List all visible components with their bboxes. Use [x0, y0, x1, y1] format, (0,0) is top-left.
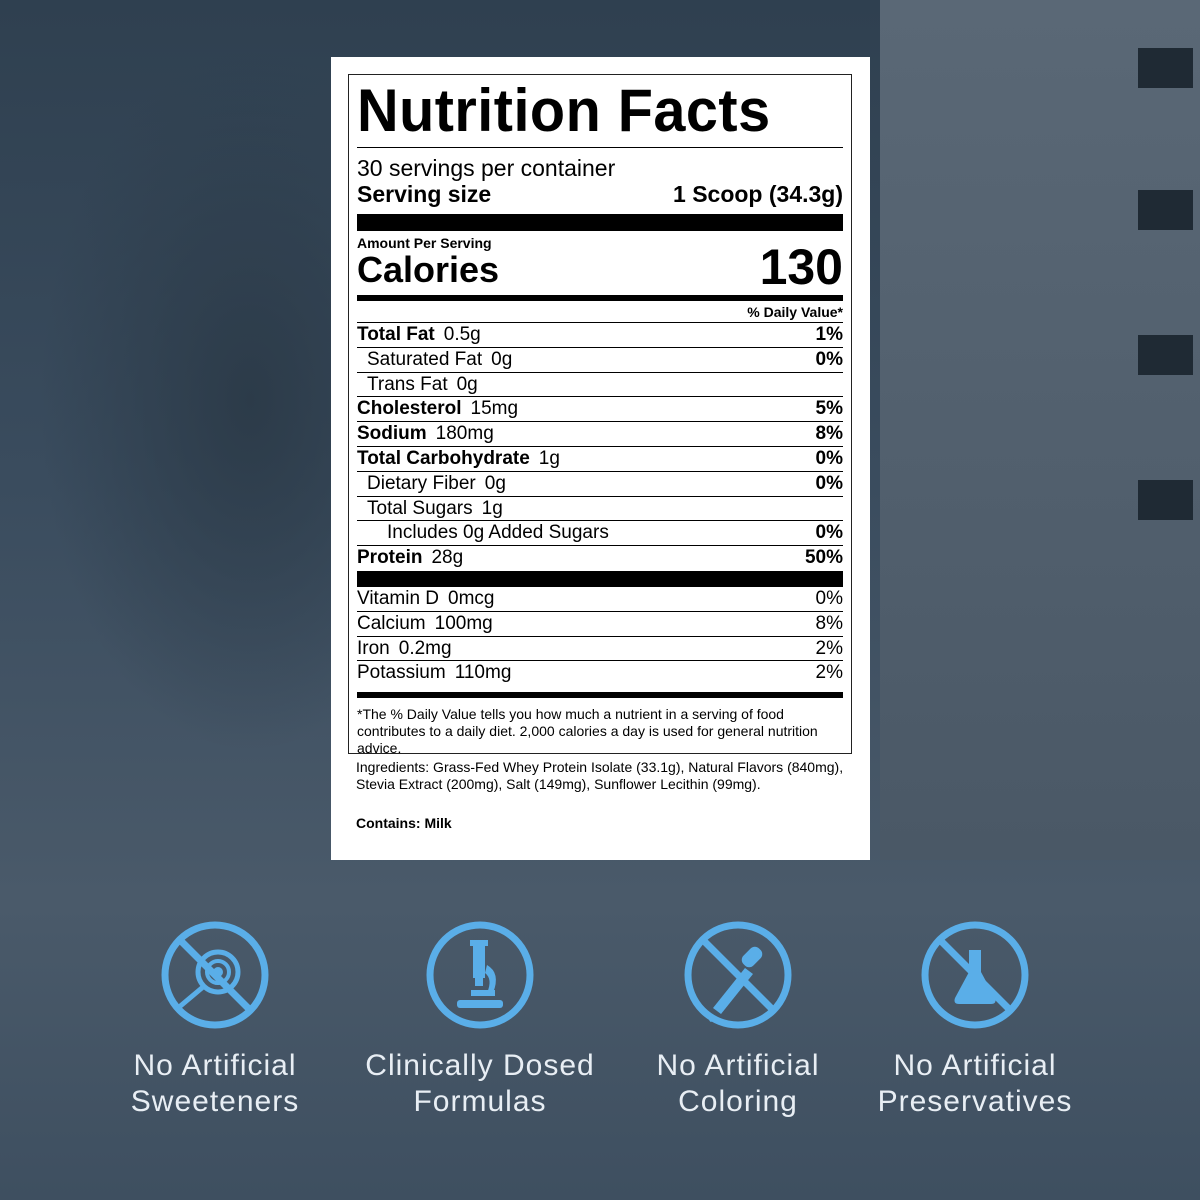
nutrient-daily-value: 0%: [815, 472, 843, 494]
vitamin-name: Potassium: [357, 662, 446, 684]
vitamin-row: Iron 0.2mg 2%: [357, 637, 843, 662]
nutrient-amount: 0g: [491, 348, 513, 370]
vitamin-name: Calcium: [357, 612, 426, 634]
label-title: Nutrition Facts: [357, 77, 771, 144]
serving-size-value: 1 Scoop (34.3g): [673, 181, 843, 207]
vitamin-daily-value: 0%: [815, 587, 843, 609]
vitamin-name: Iron: [357, 637, 390, 659]
nutrient-amount: 0.5g: [443, 324, 481, 345]
no-sweetener-icon: [161, 921, 269, 1029]
no-dropper-icon: [684, 921, 792, 1029]
vitamin-amount: 100mg: [434, 612, 493, 634]
nutrient-name: Saturated Fat: [367, 348, 483, 370]
nutrient-daily-value: 0%: [815, 447, 843, 469]
feature-no-artificial-preservatives: No Artificial Preservatives: [845, 920, 1105, 1120]
feature-no-artificial-sweeteners: No Artificial Sweeteners: [85, 920, 345, 1120]
vitamin-row: Calcium 100mg 8%: [357, 612, 843, 637]
nutrition-label: Nutrition Facts 30 servings per containe…: [331, 57, 870, 860]
feature-subtitle: Sweeteners: [130, 1085, 300, 1118]
nutrient-name: Total Carbohydrate: [357, 447, 530, 469]
vitamin-amount: 110mg: [454, 662, 512, 684]
vitamin-row: Potassium 110mg 2%: [357, 661, 843, 686]
nutrient-amount: 1g: [538, 447, 560, 469]
nutrient-amount: 28g: [431, 547, 464, 569]
ingredients: Ingredients: Grass-Fed Whey Protein Isol…: [356, 759, 844, 792]
serving-size-label: Serving size: [357, 181, 492, 207]
nutrient-name: Total Sugars: [367, 497, 473, 519]
nutrient-amount: 15mg: [470, 398, 519, 420]
feature-title: No Artificial: [133, 1049, 297, 1082]
nutrient-daily-value: 0%: [815, 348, 843, 370]
nutrient-amount: 0g: [484, 472, 506, 494]
nutrient-amount: 180mg: [435, 423, 494, 445]
nutrient-row: Cholesterol 15mg 5%: [357, 397, 843, 423]
footnote: *The % Daily Value tells you how much a …: [357, 706, 818, 757]
nutrient-name: Trans Fat: [367, 373, 448, 395]
nutrient-daily-value: 1%: [815, 324, 843, 345]
calories-label: Calories: [357, 249, 500, 290]
nutrient-name: Dietary Fiber: [367, 472, 476, 494]
nutrient-name: Protein: [357, 547, 423, 569]
nutrient-row: Protein 28g 50%: [357, 546, 843, 571]
feature-title: Clinically Dosed: [365, 1049, 595, 1082]
vitamin-daily-value: 2%: [815, 662, 843, 684]
servings-per-container: 30 servings per container: [357, 155, 616, 181]
nutrient-name: Cholesterol: [357, 398, 462, 420]
daily-value-header: % Daily Value*: [357, 301, 843, 323]
calories-value: 130: [759, 239, 843, 295]
nutrient-daily-value: 5%: [815, 398, 843, 420]
nutrient-row: Saturated Fat 0g 0%: [357, 348, 843, 373]
feature-subtitle: Preservatives: [877, 1085, 1073, 1118]
microscope-icon: [426, 921, 534, 1029]
no-flask-icon: [921, 921, 1029, 1029]
nutrient-row: Total Fat 0.5g 1%: [357, 323, 843, 348]
vitamin-daily-value: 8%: [815, 612, 843, 634]
nutrient-name: Includes 0g Added Sugars: [387, 522, 609, 544]
nutrition-facts-panel: Nutrition Facts 30 servings per containe…: [348, 74, 852, 757]
nutrient-amount: 0g: [456, 373, 478, 395]
nutrient-name: Total Fat: [357, 324, 435, 345]
allergen-contains: Contains: Milk: [356, 815, 452, 831]
nutrient-amount: 1g: [481, 497, 503, 519]
vitamin-amount: 0.2mg: [398, 637, 452, 659]
serving-size: Serving size 1 Scoop (34.3g): [357, 180, 843, 208]
background-building: [880, 0, 1200, 860]
vitamin-name: Vitamin D: [357, 587, 440, 609]
nutrient-row: Trans Fat 0g: [357, 373, 843, 398]
vitamin-row: Vitamin D 0mcg 0%: [357, 587, 843, 612]
vitamin-daily-value: 2%: [815, 637, 843, 659]
nutrient-name: Sodium: [357, 423, 427, 445]
feature-no-artificial-coloring: No Artificial Coloring: [608, 920, 868, 1120]
feature-clinically-dosed: Clinically Dosed Formulas: [350, 920, 610, 1120]
amount-per-serving: Amount Per Serving: [357, 235, 492, 251]
nutrient-daily-value: 0%: [815, 522, 843, 544]
vitamin-amount: 0mcg: [448, 587, 495, 609]
nutrient-row: Dietary Fiber 0g 0%: [357, 472, 843, 497]
nutrient-daily-value: 50%: [804, 547, 843, 569]
nutrient-row: Total Carbohydrate 1g 0%: [357, 447, 843, 472]
nutrient-daily-value: 8%: [815, 423, 843, 445]
nutrient-row: Sodium 180mg 8%: [357, 422, 843, 447]
nutrient-row: Total Sugars 1g: [357, 497, 843, 522]
nutrient-row: Includes 0g Added Sugars 0%: [357, 521, 843, 547]
feature-title: No Artificial: [893, 1049, 1057, 1082]
feature-title: No Artificial: [656, 1049, 820, 1082]
calories-row: Calories 130: [357, 242, 843, 292]
feature-subtitle: Coloring: [678, 1085, 798, 1118]
feature-subtitle: Formulas: [413, 1085, 547, 1118]
